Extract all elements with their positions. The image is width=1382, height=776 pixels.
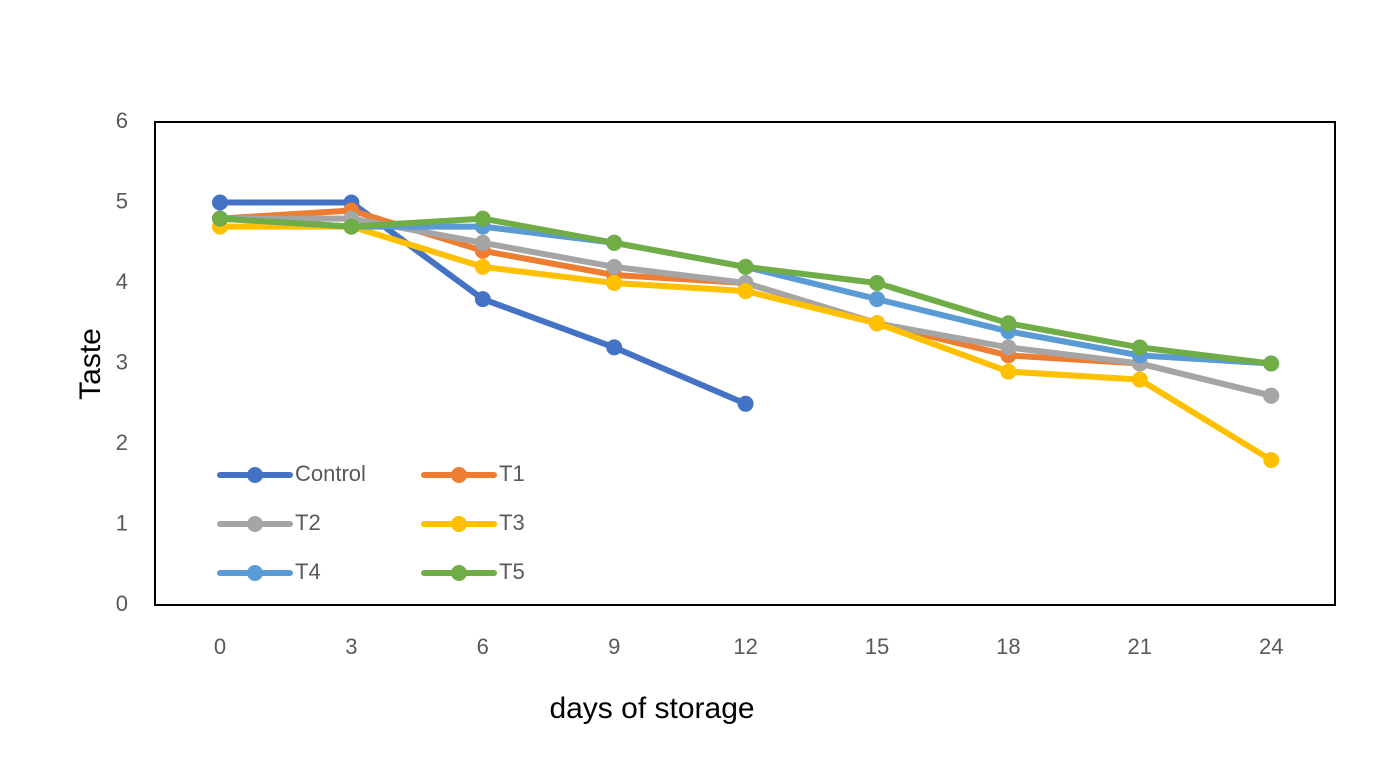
data-point-t3 — [474, 258, 491, 275]
legend-label: Control — [295, 461, 366, 486]
legend-label: T1 — [499, 461, 525, 486]
legend-swatch-marker — [451, 565, 467, 581]
data-point-t5 — [1131, 339, 1148, 356]
legend-item-t2: T2 — [217, 510, 321, 535]
series-t2 — [212, 210, 1280, 404]
y-tick-label: 5 — [116, 188, 128, 213]
data-point-t3 — [1263, 452, 1280, 469]
series-layer — [212, 194, 1280, 469]
data-point-t5 — [606, 234, 623, 251]
x-tick-label: 6 — [477, 634, 489, 659]
y-tick-label: 6 — [116, 108, 128, 133]
legend-item-t1: T1 — [421, 461, 525, 486]
data-point-t5 — [869, 275, 885, 291]
legend-swatch-marker — [247, 467, 263, 483]
x-tick-label: 3 — [345, 634, 357, 659]
legend-label: T5 — [499, 559, 525, 584]
data-point-t2 — [606, 258, 623, 275]
legend-item-t4: T4 — [217, 559, 321, 584]
y-tick-label: 1 — [116, 510, 128, 535]
y-axis-title: Taste — [74, 328, 107, 400]
x-tick-label: 0 — [214, 634, 226, 659]
data-point-t3 — [1000, 363, 1017, 380]
legend: Control T1 T2 T3 T4 T5 — [217, 461, 525, 584]
series-line-t2 — [217, 215, 1275, 399]
x-tick-label: 21 — [1128, 634, 1152, 659]
plot-area-frame — [154, 121, 1336, 606]
x-tick-label: 24 — [1259, 634, 1283, 659]
data-point-t5 — [474, 210, 491, 227]
data-point-t3 — [606, 275, 623, 291]
data-point-t4 — [869, 291, 885, 308]
x-tick-label: 12 — [733, 634, 757, 659]
legend-swatch-marker — [247, 516, 263, 532]
data-point-t5 — [737, 258, 754, 275]
data-point-t3 — [1131, 371, 1148, 388]
x-tick-label: 9 — [608, 634, 620, 659]
data-point-control — [737, 395, 754, 412]
data-point-control — [606, 339, 623, 356]
legend-swatch-marker — [247, 565, 263, 581]
legend-swatch-marker — [451, 467, 467, 483]
x-axis-ticks: 0 3 6 9 12 15 18 21 24 — [214, 634, 1284, 659]
y-tick-label: 0 — [116, 591, 128, 616]
legend-label: T3 — [499, 510, 525, 535]
data-point-control — [212, 194, 228, 211]
y-tick-label: 4 — [116, 269, 128, 294]
data-point-t3 — [737, 283, 754, 300]
data-point-t2 — [1000, 339, 1017, 356]
data-point-t2 — [1263, 387, 1280, 404]
y-tick-label: 3 — [116, 349, 128, 374]
x-tick-label: 15 — [865, 634, 889, 659]
series-control — [212, 194, 754, 412]
x-tick-label: 18 — [996, 634, 1020, 659]
series-line-t1 — [217, 207, 1275, 399]
data-point-t3 — [869, 315, 885, 332]
data-point-control — [474, 291, 491, 308]
y-tick-label: 2 — [116, 430, 128, 455]
legend-item-t5: T5 — [421, 559, 525, 584]
data-point-t5 — [1263, 355, 1280, 372]
data-point-t2 — [474, 234, 491, 251]
y-axis-ticks: 0 1 2 3 4 5 6 — [116, 108, 128, 616]
series-t5 — [212, 210, 1280, 372]
legend-swatch-marker — [451, 516, 467, 532]
legend-label: T4 — [295, 559, 321, 584]
x-axis-title: days of storage — [549, 692, 754, 725]
data-point-t5 — [212, 210, 228, 227]
legend-label: T2 — [295, 510, 321, 535]
legend-item-t3: T3 — [421, 510, 525, 535]
data-point-t5 — [1000, 315, 1017, 332]
data-point-t5 — [343, 218, 360, 235]
legend-item-control: Control — [217, 461, 366, 486]
